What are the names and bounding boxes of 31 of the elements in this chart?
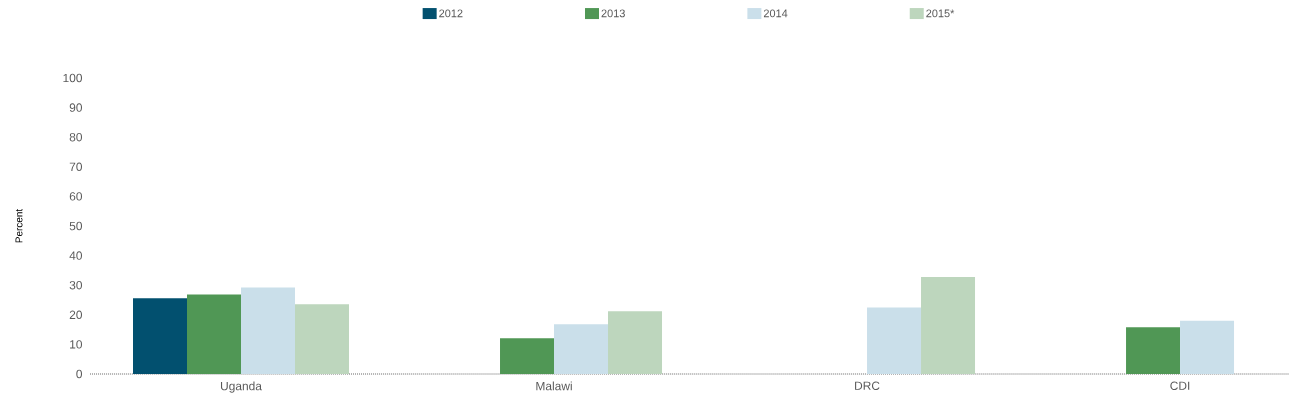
y-axis-title: Percent xyxy=(15,208,23,243)
bar xyxy=(187,294,241,374)
x-tick-label: Uganda xyxy=(220,381,262,393)
bar xyxy=(608,311,663,374)
bar xyxy=(921,276,976,374)
x-tick-label: DRC xyxy=(855,381,880,390)
y-tick-label: 20 xyxy=(69,310,83,320)
x-tick-label: CDI xyxy=(1170,381,1190,390)
x-tick-label: Malawi xyxy=(536,381,572,391)
y-tick-label: 0 xyxy=(76,369,83,379)
bar xyxy=(500,338,555,374)
bar xyxy=(554,324,609,374)
y-tick-label: 60 xyxy=(69,192,83,201)
bar xyxy=(295,304,349,374)
legend-label: 2012 xyxy=(439,9,463,18)
bar xyxy=(1180,320,1235,374)
legend-label: 2013 xyxy=(601,9,625,18)
y-tick-label: 40 xyxy=(69,251,83,260)
legend-label: 2014 xyxy=(763,9,788,18)
y-tick-label: 100 xyxy=(63,73,83,83)
y-tick-label: 80 xyxy=(69,132,83,142)
bar xyxy=(133,298,187,374)
bar xyxy=(241,287,295,374)
legend-label: 2015* xyxy=(926,9,955,18)
y-tick-label: 10 xyxy=(70,340,83,349)
y-tick-label: 50 xyxy=(69,221,83,231)
y-tick-label: 30 xyxy=(69,280,83,290)
y-tick-label: 90 xyxy=(69,103,83,112)
bar xyxy=(867,307,922,374)
bar xyxy=(1126,327,1181,374)
y-tick-label: 70 xyxy=(69,162,83,172)
